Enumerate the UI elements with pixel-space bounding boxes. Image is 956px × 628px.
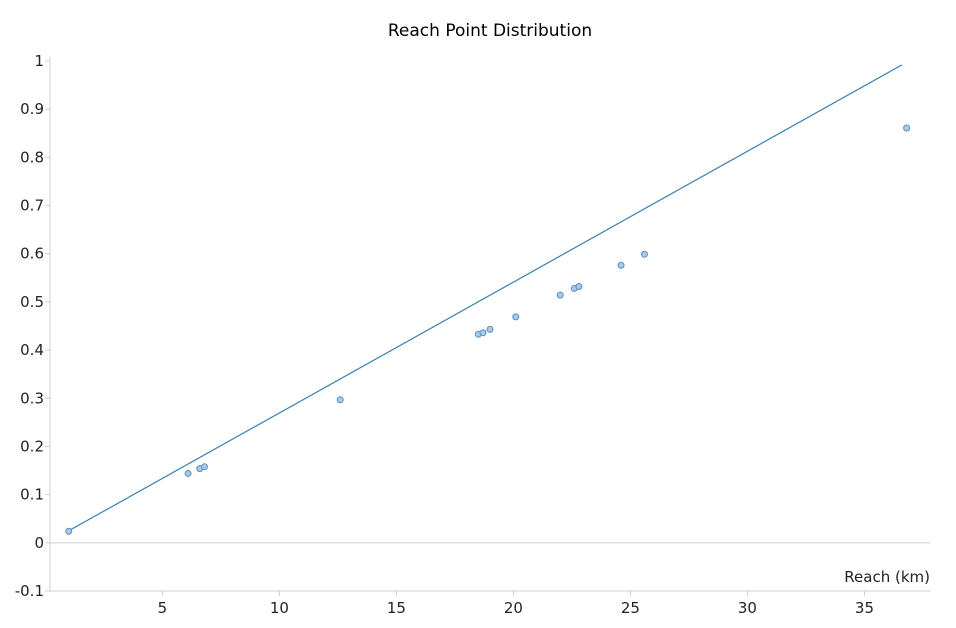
y-tick-label: 0.2	[20, 437, 44, 455]
y-tick-label: 0.9	[20, 100, 44, 118]
scatter-point	[65, 527, 73, 535]
scatter-point	[479, 329, 487, 337]
x-tick-label: 35	[855, 599, 874, 617]
x-tick-label: 25	[621, 599, 640, 617]
x-tick-label: 20	[504, 599, 523, 617]
scatter-point	[486, 325, 494, 333]
y-axis: -0.1 0 0.1 0.2 0.3 0.4 0.5 0.6 0.7 0.8 0.9 1	[15, 52, 51, 600]
x-tick-label: 5	[158, 599, 168, 617]
x-axis: 5 10 15 20 25 30 35	[50, 590, 930, 617]
scatter-point	[184, 469, 192, 477]
scatter-point	[512, 313, 520, 321]
x-axis-label: Reach (km)	[844, 568, 930, 586]
scatter-point	[575, 282, 583, 290]
trend-line	[68, 64, 903, 532]
x-tick-label: 15	[387, 599, 406, 617]
scatter-point	[336, 396, 344, 404]
y-tick-label: 0.7	[20, 197, 44, 215]
y-tick-label: 1	[34, 52, 44, 70]
scatter-point	[617, 261, 625, 269]
x-tick-label: 10	[270, 599, 289, 617]
chart-title: Reach Point Distribution	[388, 21, 592, 41]
y-tick-label: 0.8	[20, 148, 44, 166]
scatter-point	[200, 463, 208, 471]
scatter-point	[640, 250, 648, 258]
plot-area	[50, 64, 930, 544]
y-tick-label: 0.1	[20, 486, 44, 504]
y-tick-label: 0.6	[20, 245, 44, 263]
y-tick-label: 0.3	[20, 389, 44, 407]
scatter-point	[556, 291, 564, 299]
y-tick-label: 0	[34, 534, 44, 552]
y-tick-label: -0.1	[15, 582, 44, 600]
y-tick-label: 0.4	[20, 341, 44, 359]
y-tick-label: 0.5	[20, 293, 44, 311]
scatter-point	[903, 124, 911, 132]
x-tick-label: 30	[738, 599, 757, 617]
